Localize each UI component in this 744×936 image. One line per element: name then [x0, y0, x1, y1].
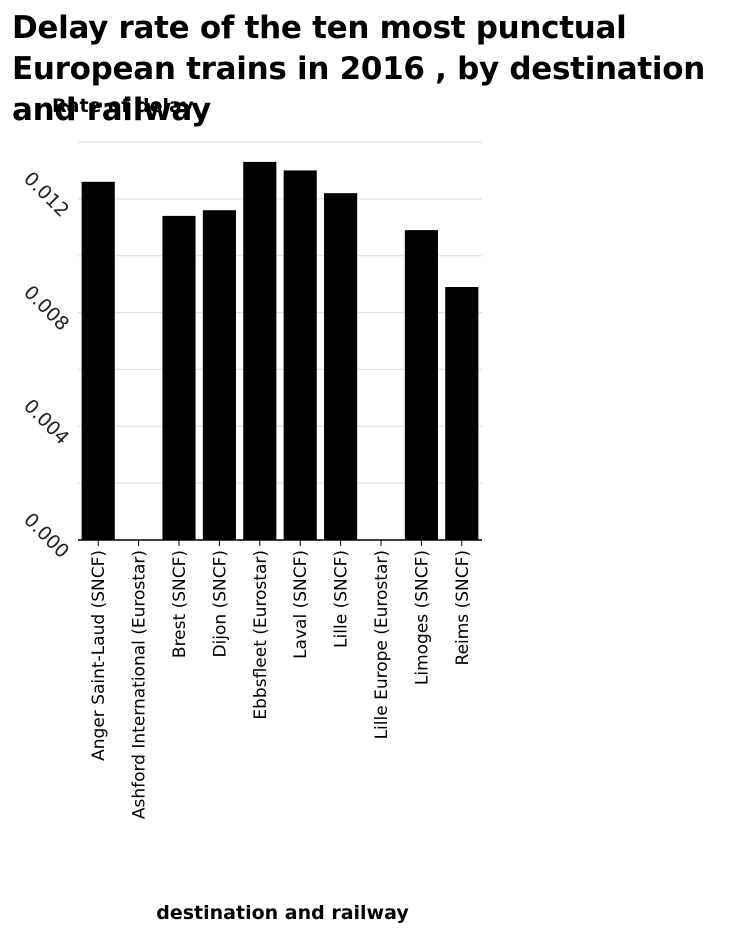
x-tick-label: Lille (SNCF) — [332, 550, 352, 648]
x-tick-label: Reims (SNCF) — [453, 550, 473, 665]
bar-5 — [284, 170, 317, 540]
bar-2 — [162, 216, 195, 540]
x-tick-label: Ashford International (Eurostar) — [130, 550, 150, 819]
bar-3 — [203, 210, 236, 540]
y-tick-label: 0.008 — [19, 281, 73, 335]
bar-4 — [243, 162, 276, 540]
y-tick-label: 0.000 — [19, 509, 73, 563]
x-tick-label: Laval (SNCF) — [291, 550, 311, 659]
y-tick-labels: 0.000 0.004 0.008 0.012 — [19, 168, 73, 563]
x-tick-label: Anger Saint-Laud (SNCF) — [89, 550, 109, 761]
x-axis-label: destination and railway — [0, 902, 565, 924]
x-tick-label: Brest (SNCF) — [170, 550, 190, 658]
bar-6 — [324, 193, 357, 540]
x-tick-label: Lille Europe (Eurostar) — [372, 550, 392, 739]
x-tick-label: Limoges (SNCF) — [412, 550, 432, 685]
bar-8 — [405, 230, 438, 540]
y-tick-label: 0.012 — [19, 168, 73, 222]
bar-0 — [82, 182, 115, 540]
y-tick-label: 0.004 — [19, 395, 73, 449]
x-tick-label: Dijon (SNCF) — [210, 550, 230, 658]
x-tick-label: Ebbsfleet (Eurostar) — [251, 550, 271, 720]
bar-9 — [445, 287, 478, 540]
x-tick-labels: Anger Saint-Laud (SNCF) Ashford Internati… — [89, 540, 473, 819]
